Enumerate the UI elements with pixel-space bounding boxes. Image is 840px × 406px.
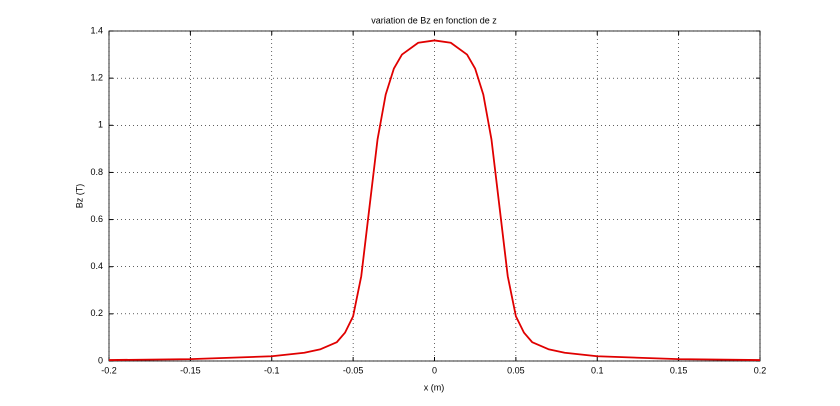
y-tick-label: 0.8 xyxy=(90,167,103,177)
chart-title: variation de Bz en fonction de z xyxy=(371,15,497,25)
x-tick-label: -0.15 xyxy=(180,365,201,375)
x-tick-label: 0.2 xyxy=(754,365,767,375)
plot-frame xyxy=(108,30,761,362)
x-tick-label: 0.15 xyxy=(670,365,688,375)
y-tick-label: 0 xyxy=(98,355,103,365)
y-tick-label: 0.2 xyxy=(90,308,103,318)
y-tick-label: 0.6 xyxy=(90,214,103,224)
y-tick-label: 1.2 xyxy=(90,73,103,83)
x-tick-label: 0.05 xyxy=(507,365,525,375)
line-series xyxy=(108,39,761,361)
y-tick-label: 1.4 xyxy=(90,25,103,35)
x-axis-label: x (m) xyxy=(424,382,445,392)
x-tick-label: -0.2 xyxy=(101,365,117,375)
x-tick-label: -0.05 xyxy=(343,365,364,375)
x-tick-label: 0.1 xyxy=(591,365,604,375)
y-axis-label: Bz (T) xyxy=(74,184,84,209)
y-tick-label: 0.4 xyxy=(90,261,103,271)
x-tick-label: 0 xyxy=(432,365,437,375)
x-tick-label: -0.1 xyxy=(264,365,280,375)
y-tick-label: 1 xyxy=(98,120,103,130)
